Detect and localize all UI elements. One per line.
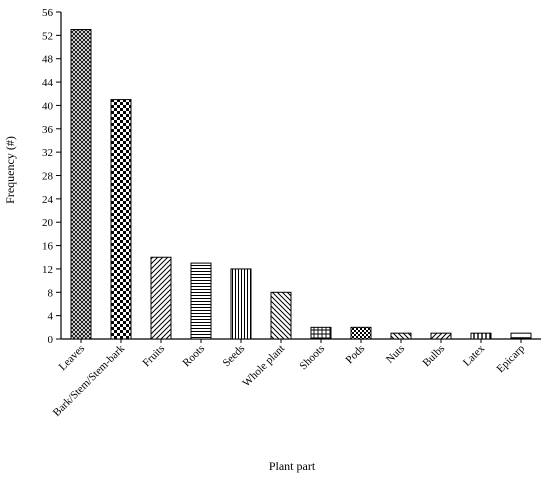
bar-bark-stem-stem-bark xyxy=(110,99,132,340)
y-tick-label: 0 xyxy=(48,334,54,346)
bar-bulbs xyxy=(430,332,452,340)
x-tick-label: Nuts xyxy=(384,343,407,366)
x-axis-title: Plant part xyxy=(269,459,316,473)
bar-epicarp xyxy=(510,332,532,340)
y-tick-label: 12 xyxy=(42,264,53,276)
y-tick-label: 20 xyxy=(42,217,54,229)
x-tick-label: Pods xyxy=(343,343,367,367)
bar-nuts xyxy=(390,332,412,340)
y-tick-label: 44 xyxy=(42,77,54,89)
y-tick-label: 36 xyxy=(42,124,54,136)
y-tick-label: 28 xyxy=(42,171,54,183)
bar-roots xyxy=(190,262,212,340)
bar-fruits xyxy=(150,256,172,340)
y-tick-label: 24 xyxy=(42,194,54,206)
x-tick-label: Roots xyxy=(180,343,207,370)
bar-whole-plant xyxy=(270,291,292,340)
y-tick-label: 32 xyxy=(42,147,53,159)
y-tick-label: 8 xyxy=(48,287,54,299)
x-tick-label: Leaves xyxy=(57,343,88,374)
x-tick-label: Bulbs xyxy=(420,343,447,370)
y-tick-label: 4 xyxy=(48,311,54,323)
y-tick-label: 16 xyxy=(42,241,54,253)
bar-leaves xyxy=(70,29,92,340)
bar-shoots xyxy=(310,326,332,340)
y-tick-label: 48 xyxy=(42,54,54,66)
x-tick-label: Seeds xyxy=(220,343,247,370)
x-tick-label: Fruits xyxy=(140,343,167,370)
x-tick-label: Epicarp xyxy=(494,342,527,375)
bar-latex xyxy=(470,332,492,340)
y-tick-label: 40 xyxy=(42,100,54,112)
y-tick-label: 56 xyxy=(42,7,54,19)
bar-seeds xyxy=(230,268,252,340)
x-tick-label: Shoots xyxy=(297,343,327,373)
x-tick-label: Whole plant xyxy=(240,343,287,390)
x-tick-label: Latex xyxy=(461,342,488,369)
y-axis-title: Frequency (#) xyxy=(3,136,17,204)
y-tick-label: 52 xyxy=(42,30,53,42)
bar-pods xyxy=(350,326,372,340)
bars xyxy=(70,29,532,340)
x-tick-label: Bark/Stem/Stem-bark xyxy=(51,342,128,419)
